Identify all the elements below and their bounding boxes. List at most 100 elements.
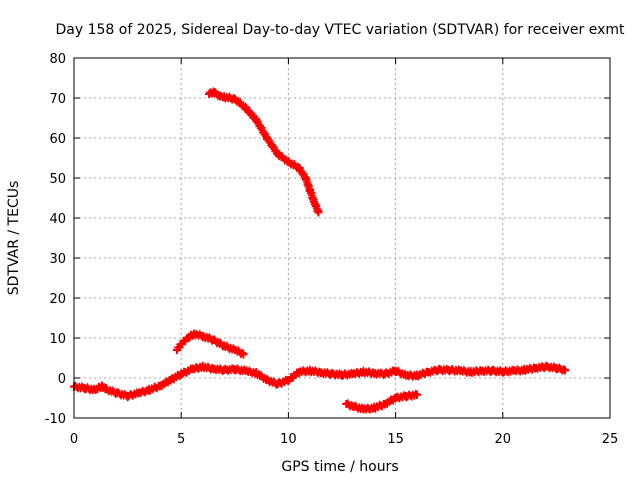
axis-ticks: -10 0 10 20 30 40 50 60 70 80 0 5 10 15 20 25 xyxy=(45,52,619,447)
y-tick-label: 20 xyxy=(49,292,66,307)
data-point xyxy=(112,389,121,398)
data-point xyxy=(370,404,379,412)
data-point xyxy=(305,366,314,375)
data-point xyxy=(102,385,111,394)
data-marks xyxy=(205,87,323,217)
y-axis-label: SDTVAR / TECUs xyxy=(6,181,22,296)
data-point xyxy=(380,400,389,408)
data-point xyxy=(187,365,196,374)
data-point xyxy=(80,384,89,392)
data-point xyxy=(230,346,239,354)
data-point xyxy=(338,370,346,379)
y-tick-label: 40 xyxy=(49,212,66,227)
x-axis-label: GPS time / hours xyxy=(281,459,398,475)
data-point xyxy=(284,376,293,384)
data-point xyxy=(413,371,422,380)
x-tick-label: 20 xyxy=(495,432,512,447)
data-point xyxy=(295,164,304,172)
data-point xyxy=(560,366,569,374)
data-point xyxy=(123,392,132,400)
data-point xyxy=(310,198,319,206)
data-point xyxy=(301,174,310,182)
data-point xyxy=(348,370,357,378)
data-point xyxy=(230,365,239,374)
data-point xyxy=(402,371,411,380)
data-point xyxy=(166,376,175,384)
y-tick-label: -10 xyxy=(45,412,66,427)
data-point xyxy=(252,116,261,124)
x-tick-label: 0 xyxy=(70,432,78,447)
y-tick-label: 70 xyxy=(49,92,66,107)
data-point xyxy=(198,362,207,371)
data-point xyxy=(509,366,518,375)
data-point xyxy=(466,368,475,376)
data-point xyxy=(220,93,229,102)
data-point xyxy=(477,366,486,375)
x-tick-label: 5 xyxy=(177,432,185,447)
data-point xyxy=(413,390,422,399)
data-point xyxy=(220,366,229,374)
data-point xyxy=(488,366,497,375)
data-point xyxy=(177,370,186,378)
series-arc-1 xyxy=(70,361,569,402)
data-point xyxy=(314,208,323,216)
data-point xyxy=(402,392,411,400)
data-marks xyxy=(70,361,569,402)
data-point xyxy=(434,366,443,374)
data-point xyxy=(423,368,432,376)
data-marks xyxy=(342,389,421,414)
data-point xyxy=(391,366,400,375)
grid xyxy=(74,58,610,418)
data-point xyxy=(230,94,239,103)
data-point xyxy=(295,368,304,376)
data-point xyxy=(183,334,192,342)
data-point xyxy=(327,370,336,378)
data-point xyxy=(305,186,314,194)
data-point xyxy=(359,405,368,414)
data-point xyxy=(220,342,229,350)
data-point xyxy=(209,88,218,96)
x-tick-label: 25 xyxy=(602,432,619,447)
chart-title: Day 158 of 2025, Sidereal Day-to-day VTE… xyxy=(56,22,626,38)
data-point xyxy=(177,340,186,348)
data-point xyxy=(262,134,271,142)
data-point xyxy=(172,346,181,354)
data-point xyxy=(91,386,100,394)
y-tick-label: 50 xyxy=(49,172,66,187)
data-point xyxy=(445,366,454,374)
y-tick-label: 10 xyxy=(49,332,66,347)
data-point xyxy=(455,366,464,375)
data-point xyxy=(273,380,282,388)
data-point xyxy=(541,362,550,371)
data-point xyxy=(359,368,368,376)
series-arc-2 xyxy=(172,329,248,359)
y-tick-label: 0 xyxy=(58,372,66,387)
data-point xyxy=(552,364,561,372)
data-point xyxy=(262,376,271,384)
data-markers xyxy=(70,87,569,414)
data-point xyxy=(391,394,400,402)
data-point xyxy=(241,104,250,112)
x-tick-label: 10 xyxy=(280,432,297,447)
data-point xyxy=(209,336,218,344)
data-point xyxy=(498,367,507,376)
data-point xyxy=(155,382,164,390)
series-arc-3 xyxy=(205,87,323,217)
data-point xyxy=(273,150,282,158)
data-point xyxy=(342,400,351,408)
y-tick-label: 30 xyxy=(49,252,66,267)
data-point xyxy=(241,366,250,375)
y-tick-label: 60 xyxy=(49,132,66,147)
data-point xyxy=(316,368,325,377)
data-point xyxy=(198,332,207,340)
data-point xyxy=(190,330,199,338)
data-point xyxy=(215,92,224,100)
plot-frame xyxy=(73,57,611,419)
data-point xyxy=(284,158,293,166)
data-point xyxy=(239,350,248,358)
data-point xyxy=(520,366,529,374)
data-point xyxy=(348,402,357,410)
data-point xyxy=(97,382,106,390)
x-tick-label: 15 xyxy=(387,432,404,447)
